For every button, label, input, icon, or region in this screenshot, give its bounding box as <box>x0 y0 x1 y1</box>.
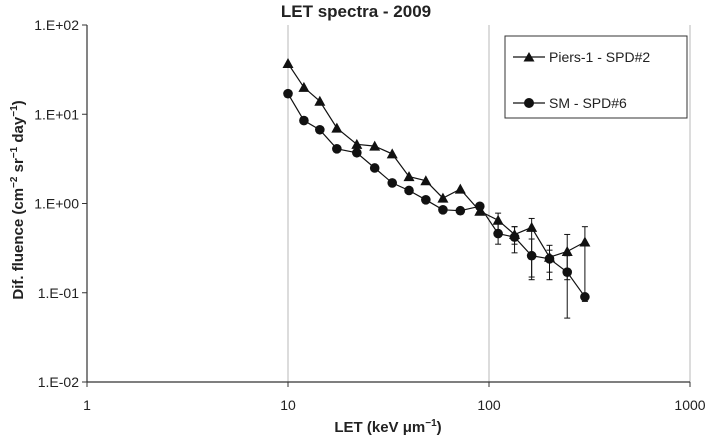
circle-marker <box>404 185 414 196</box>
y-axis-title-mid2: day <box>10 116 27 147</box>
series-1 <box>282 58 591 302</box>
y-axis-title-main: Dif. fluence (cm <box>10 188 27 300</box>
x-axis-title-main: LET (keV μm <box>334 419 425 436</box>
triangle-marker <box>526 221 538 232</box>
x-tick-label: 1000 <box>674 397 705 413</box>
x-axis-title: LET (keV μm−1) <box>334 418 441 436</box>
triangle-marker <box>314 95 326 106</box>
triangle-marker <box>369 140 381 151</box>
x-tick-label: 1 <box>83 397 91 413</box>
circle-marker <box>580 292 590 302</box>
x-tick-label: 10 <box>280 397 296 413</box>
circle-marker <box>562 267 573 277</box>
y-axis-title-end: ) <box>10 100 27 105</box>
triangle-marker <box>386 148 398 159</box>
x-gridlines <box>287 25 691 382</box>
legend-label-piers: Piers-1 - SPD#2 <box>549 49 650 65</box>
circle-marker <box>332 144 342 154</box>
triangle-marker <box>437 192 449 203</box>
circle-marker <box>387 178 398 188</box>
circle-marker <box>421 195 431 205</box>
circle-marker <box>299 115 309 126</box>
y-tick-label: 1.E+01 <box>34 106 79 122</box>
triangle-marker <box>351 138 363 149</box>
circle-marker <box>544 254 555 264</box>
circle-marker <box>438 204 448 215</box>
x-axis-title-end: ) <box>437 419 442 436</box>
y-tick-label: 1.E-02 <box>38 374 79 390</box>
circle-marker <box>283 88 293 99</box>
triangle-marker <box>331 122 343 133</box>
y-axis-title-sup2: −1 <box>9 146 20 158</box>
triangle-marker <box>403 171 415 182</box>
legend-circle-marker <box>524 98 534 108</box>
circle-marker <box>526 250 537 261</box>
triangle-marker <box>561 245 573 256</box>
chart-title: LET spectra - 2009 <box>281 2 431 21</box>
triangle-marker <box>579 236 591 247</box>
circle-marker <box>369 163 380 173</box>
series-2 <box>283 88 590 319</box>
circle-marker <box>475 201 485 212</box>
y-tick-label: 1.E+02 <box>34 17 79 33</box>
circle-marker <box>315 124 325 135</box>
legend-label-sm: SM - SPD#6 <box>549 95 627 111</box>
x-axis-title-sup: −1 <box>425 418 437 429</box>
x-tick-label: 100 <box>477 397 501 413</box>
circle-marker <box>493 228 503 239</box>
y-axis-title-sup1: −2 <box>9 176 20 188</box>
legend-triangle-marker <box>523 52 535 62</box>
circle-marker <box>455 205 466 216</box>
circle-marker <box>352 147 362 158</box>
series-line <box>287 63 586 258</box>
triangle-marker <box>282 58 294 69</box>
triangle-marker <box>492 214 504 225</box>
y-tick-label: 1.E-01 <box>38 285 79 301</box>
y-axis-title-sup3: −1 <box>9 105 20 117</box>
axis-ticks: 1 10 100 1000 1.E-02 1.E-01 1.E+00 1.E+01 1.E+02 <box>34 17 706 413</box>
circle-marker <box>509 232 520 242</box>
triangle-marker <box>298 81 310 92</box>
y-axis-title-mid: sr <box>10 158 27 177</box>
legend-box <box>504 35 688 119</box>
series-layer <box>282 58 591 319</box>
legend: Piers-1 - SPD#2 SM - SPD#6 <box>504 35 688 119</box>
triangle-marker <box>420 175 432 186</box>
triangle-marker <box>454 183 466 194</box>
y-tick-label: 1.E+00 <box>34 196 79 212</box>
y-axis-title: Dif. fluence (cm−2 sr−1 day−1) <box>9 100 27 299</box>
